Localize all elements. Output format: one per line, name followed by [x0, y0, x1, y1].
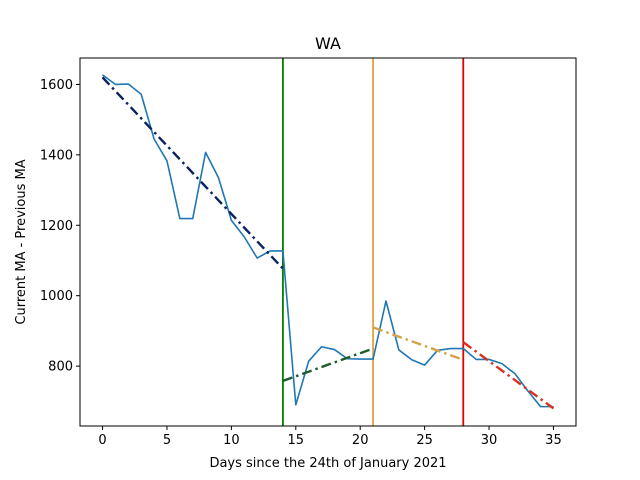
plot-area — [79, 57, 577, 427]
y-tick-label-1600: 1600 — [40, 78, 73, 93]
trend-lines — [101, 76, 555, 410]
y-axis-label: Current MA - Previous MA — [14, 159, 29, 324]
trend-line-3 — [462, 341, 555, 410]
y-axis: 800 1000 1200 1400 1600 — [40, 78, 80, 375]
series-line-0 — [102, 74, 554, 408]
plot-frame — [79, 57, 577, 427]
y-tick-label-1400: 1400 — [40, 148, 73, 163]
chart-title: WA — [315, 34, 341, 53]
x-axis-label: Days since the 24th of January 2021 — [209, 456, 446, 471]
x-axis: 0 5 10 15 20 25 30 35 — [98, 426, 562, 448]
x-tick-label-15: 15 — [288, 433, 305, 448]
x-tick-label-30: 30 — [481, 433, 498, 448]
vertical-markers — [282, 58, 465, 426]
trend-line-2 — [372, 326, 464, 361]
x-tick-label-20: 20 — [352, 433, 369, 448]
trend-line-1 — [282, 347, 374, 383]
trend-line-0 — [101, 76, 284, 270]
series-group — [102, 74, 554, 408]
x-tick-label-35: 35 — [545, 433, 562, 448]
y-tick-label-1000: 1000 — [40, 289, 73, 304]
y-tick-label-800: 800 — [48, 360, 73, 375]
x-tick-label-0: 0 — [98, 433, 106, 448]
x-tick-label-5: 5 — [163, 433, 171, 448]
x-tick-label-25: 25 — [416, 433, 433, 448]
x-tick-label-10: 10 — [223, 433, 240, 448]
y-tick-label-1200: 1200 — [40, 219, 73, 234]
